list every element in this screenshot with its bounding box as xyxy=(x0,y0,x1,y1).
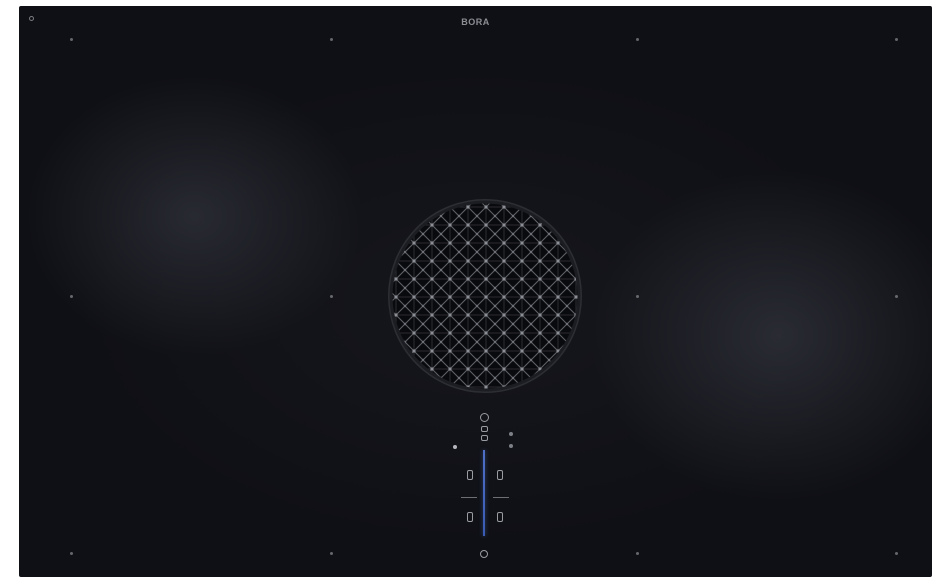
power-icon[interactable] xyxy=(29,16,34,21)
minus-icon[interactable] xyxy=(461,497,477,498)
plus-icon[interactable] xyxy=(493,497,509,498)
zone-marker xyxy=(70,38,73,41)
power-icon[interactable] xyxy=(480,550,488,558)
indicator-dot xyxy=(509,444,513,448)
timer-icon[interactable] xyxy=(481,435,488,441)
zone-marker xyxy=(70,552,73,555)
extractor-vent-grille-icon[interactable] xyxy=(387,198,583,394)
level-digit xyxy=(497,512,503,522)
zone-marker xyxy=(70,295,73,298)
zone-marker xyxy=(895,552,898,555)
level-digit xyxy=(497,470,503,480)
zone-marker xyxy=(636,552,639,555)
zone-marker xyxy=(330,552,333,555)
zone-marker xyxy=(895,38,898,41)
timer-icon[interactable] xyxy=(481,426,488,432)
zone-marker xyxy=(330,38,333,41)
level-digit xyxy=(467,470,473,480)
indicator-dot xyxy=(453,445,457,449)
zone-marker xyxy=(330,295,333,298)
control-panel xyxy=(439,406,559,566)
zone-marker xyxy=(636,38,639,41)
brand-logo-text: BORA xyxy=(461,17,490,27)
cooktop-surface: BORA xyxy=(19,6,932,577)
fan-icon[interactable] xyxy=(480,413,489,422)
level-digit xyxy=(467,512,473,522)
zone-marker xyxy=(636,295,639,298)
zone-marker xyxy=(895,295,898,298)
power-slider[interactable] xyxy=(483,450,485,536)
indicator-dot xyxy=(509,432,513,436)
brand-logo: BORA xyxy=(19,17,932,27)
